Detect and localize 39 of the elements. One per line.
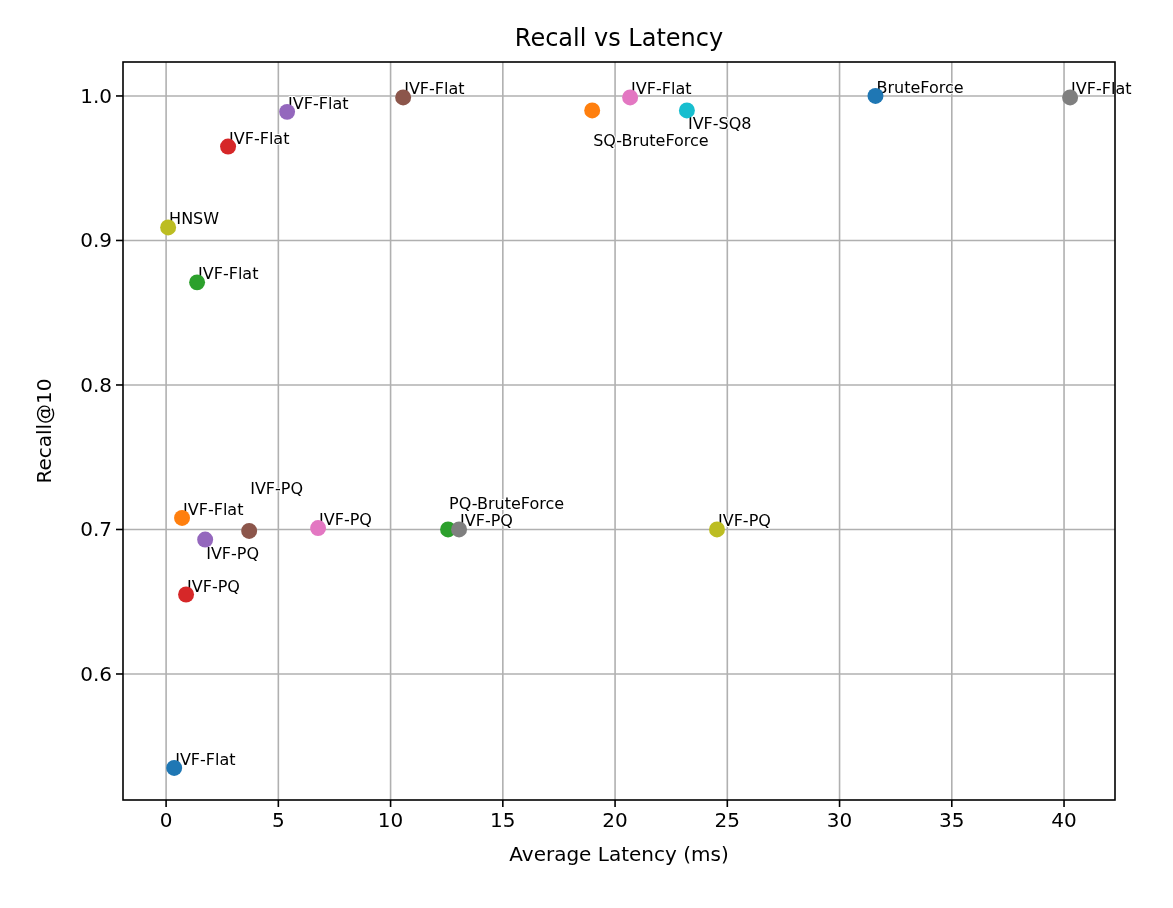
annotation: IVF-PQ bbox=[460, 511, 513, 531]
x-tick-label: 20 bbox=[602, 808, 628, 832]
annotation: IVF-PQ bbox=[206, 543, 260, 563]
point bbox=[584, 102, 601, 119]
annotation: IVF-SQ8 bbox=[687, 114, 752, 134]
y-tick-label: 0.8 bbox=[80, 372, 112, 397]
y-tick-label: 0.9 bbox=[80, 228, 112, 253]
annotation: SQ-BruteForce bbox=[593, 131, 709, 151]
point bbox=[678, 102, 695, 119]
annotation: IVF-Flat bbox=[404, 79, 465, 99]
annotation: IVF-Flat bbox=[183, 499, 244, 519]
y-tick-label: 0.6 bbox=[80, 661, 112, 686]
x-tick-label: 35 bbox=[939, 808, 965, 832]
annotation: IVF-PQ bbox=[319, 510, 372, 530]
x-tick-label: 25 bbox=[714, 808, 741, 832]
annotation: IVF-Flat bbox=[175, 749, 236, 769]
annotation: IVF-PQ bbox=[250, 478, 304, 498]
point bbox=[241, 522, 258, 539]
annotation: BruteForce bbox=[876, 77, 964, 97]
y-tick-label: 1.0 bbox=[80, 83, 112, 108]
y-axis-title: Recall@10 bbox=[32, 378, 56, 484]
point bbox=[197, 531, 214, 548]
y-tick-label: 0.7 bbox=[80, 517, 112, 542]
annotation: IVF-PQ bbox=[187, 576, 240, 596]
x-tick-label: 15 bbox=[490, 808, 516, 832]
chart-title: Recall vs Latency bbox=[514, 24, 724, 52]
x-tick-label: 10 bbox=[377, 808, 404, 832]
annotation: IVF-Flat bbox=[288, 93, 349, 113]
x-axis-title: Average Latency (ms) bbox=[509, 842, 729, 866]
annotation: IVF-Flat bbox=[229, 128, 290, 148]
annotation: IVF-Flat bbox=[198, 264, 259, 284]
annotation: IVF-PQ bbox=[717, 511, 771, 531]
annotation: HNSW bbox=[169, 209, 220, 229]
x-tick-label: 40 bbox=[1051, 808, 1077, 832]
x-tick-label: 0 bbox=[159, 808, 173, 832]
annotation: PQ-BruteForce bbox=[449, 494, 565, 514]
x-tick-label: 5 bbox=[271, 808, 285, 832]
x-tick-label: 30 bbox=[826, 808, 853, 832]
annotation: IVF-Flat bbox=[631, 79, 692, 99]
